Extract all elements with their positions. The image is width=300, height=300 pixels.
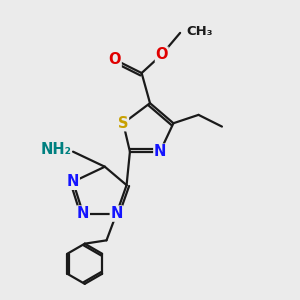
Text: O: O: [109, 52, 121, 67]
Text: N: N: [110, 206, 123, 221]
Text: N: N: [77, 206, 89, 221]
Text: S: S: [118, 116, 128, 131]
Text: NH: NH: [47, 142, 71, 158]
Text: O: O: [155, 47, 168, 62]
Text: NH₂: NH₂: [40, 142, 71, 158]
Text: CH₃: CH₃: [186, 25, 213, 38]
Text: N: N: [67, 174, 79, 189]
Text: N: N: [154, 144, 166, 159]
